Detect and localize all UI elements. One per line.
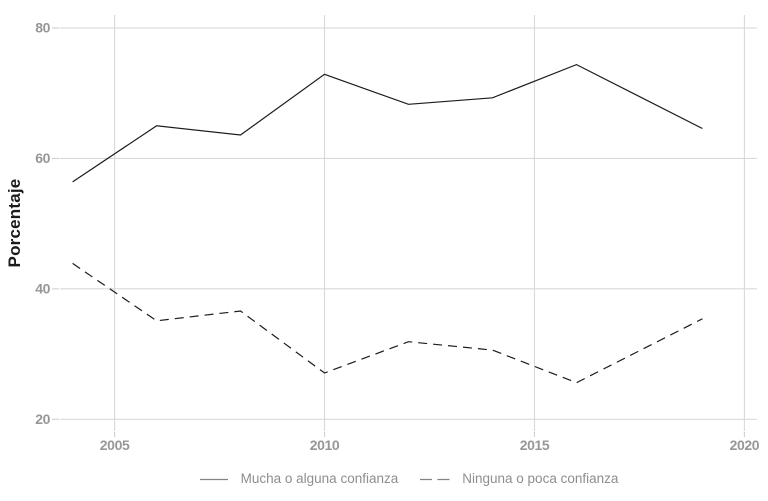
- series-line-ninguna: [72, 262, 703, 384]
- x-tick-label-2010: 2010: [310, 437, 340, 453]
- gridlines: [60, 15, 757, 431]
- y-axis-title: Porcentaje: [5, 179, 24, 268]
- legend-label-mucha: Mucha o alguna confianza: [240, 471, 399, 487]
- axis-ticks: [52, 27, 745, 437]
- y-tick-label-20: 20: [35, 411, 50, 427]
- y-tick-label-80: 80: [35, 20, 50, 36]
- axis-tick-labels: 20 40 60 80 2005 2010 2015 2020: [35, 20, 760, 453]
- y-tick-label-40: 40: [35, 280, 50, 296]
- legend-item-ninguna: Ninguna o poca confianza: [420, 472, 618, 486]
- dashed-line-swatch-icon: [420, 478, 451, 480]
- x-tick-label-2005: 2005: [100, 437, 130, 453]
- legend-item-mucha: Mucha o alguna confianza: [199, 471, 399, 487]
- legend-label-ninguna: Ninguna o poca confianza: [462, 471, 619, 487]
- x-tick-label-2020: 2020: [730, 437, 760, 453]
- solid-line-swatch-icon: [199, 478, 228, 480]
- x-tick-label-2015: 2015: [520, 437, 550, 453]
- series-line-mucha: [72, 63, 703, 183]
- legend: Mucha o alguna confianza Ninguna o poca …: [60, 466, 757, 492]
- data-series: [72, 63, 703, 384]
- y-tick-label-60: 60: [35, 150, 50, 166]
